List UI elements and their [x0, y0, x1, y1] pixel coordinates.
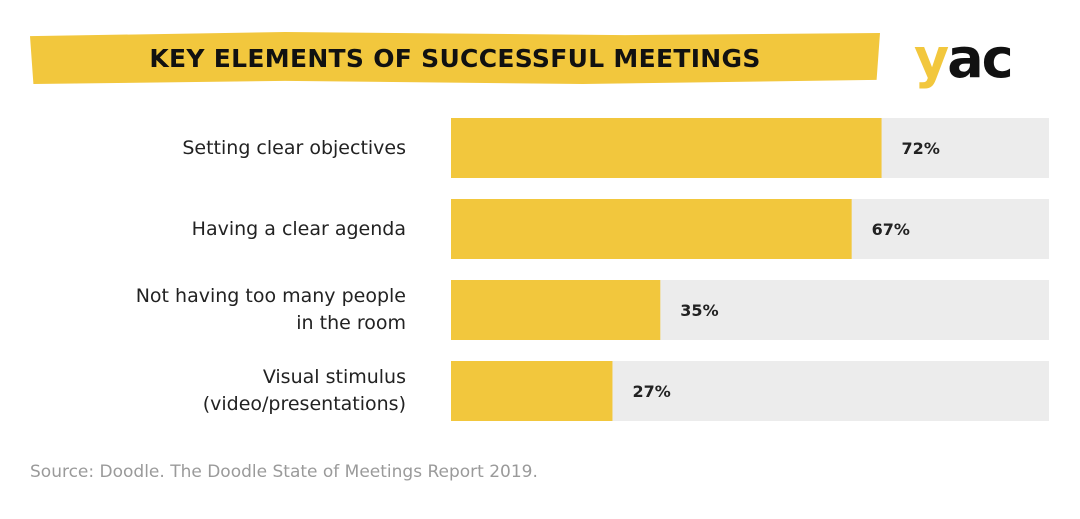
category-label-line: Not having too many people	[135, 285, 406, 307]
chart-title: KEY ELEMENTS OF SUCCESSFUL MEETINGS	[149, 43, 761, 73]
category-label-2: Having a clear agenda	[46, 216, 406, 243]
bar-2	[451, 199, 852, 259]
logo-letters-ac: ac	[947, 27, 1013, 90]
value-label-1: 72%	[902, 139, 940, 158]
category-label-line: Having a clear agenda	[191, 217, 406, 240]
category-label-4: Visual stimulus (video/presentations)	[46, 364, 406, 418]
bar-4	[451, 361, 613, 421]
category-label-line: Visual stimulus	[262, 366, 406, 388]
bar-3	[451, 280, 661, 340]
title-banner	[30, 32, 880, 84]
category-label-1: Setting clear objectives	[46, 135, 406, 162]
category-label-3: Not having too many people in the room	[46, 283, 406, 337]
source-note: Source: Doodle. The Doodle State of Meet…	[30, 462, 538, 482]
logo-letter-y: y	[914, 27, 949, 90]
category-label-line: (video/presentations)	[202, 393, 406, 415]
value-label-4: 27%	[632, 382, 670, 401]
value-label-2: 67%	[872, 220, 910, 239]
category-label-line: Setting clear objectives	[182, 136, 406, 159]
value-label-3: 35%	[680, 301, 718, 320]
category-label-line: in the room	[296, 312, 406, 334]
yac-logo: y ac	[914, 30, 1044, 88]
bar-1	[451, 118, 882, 178]
